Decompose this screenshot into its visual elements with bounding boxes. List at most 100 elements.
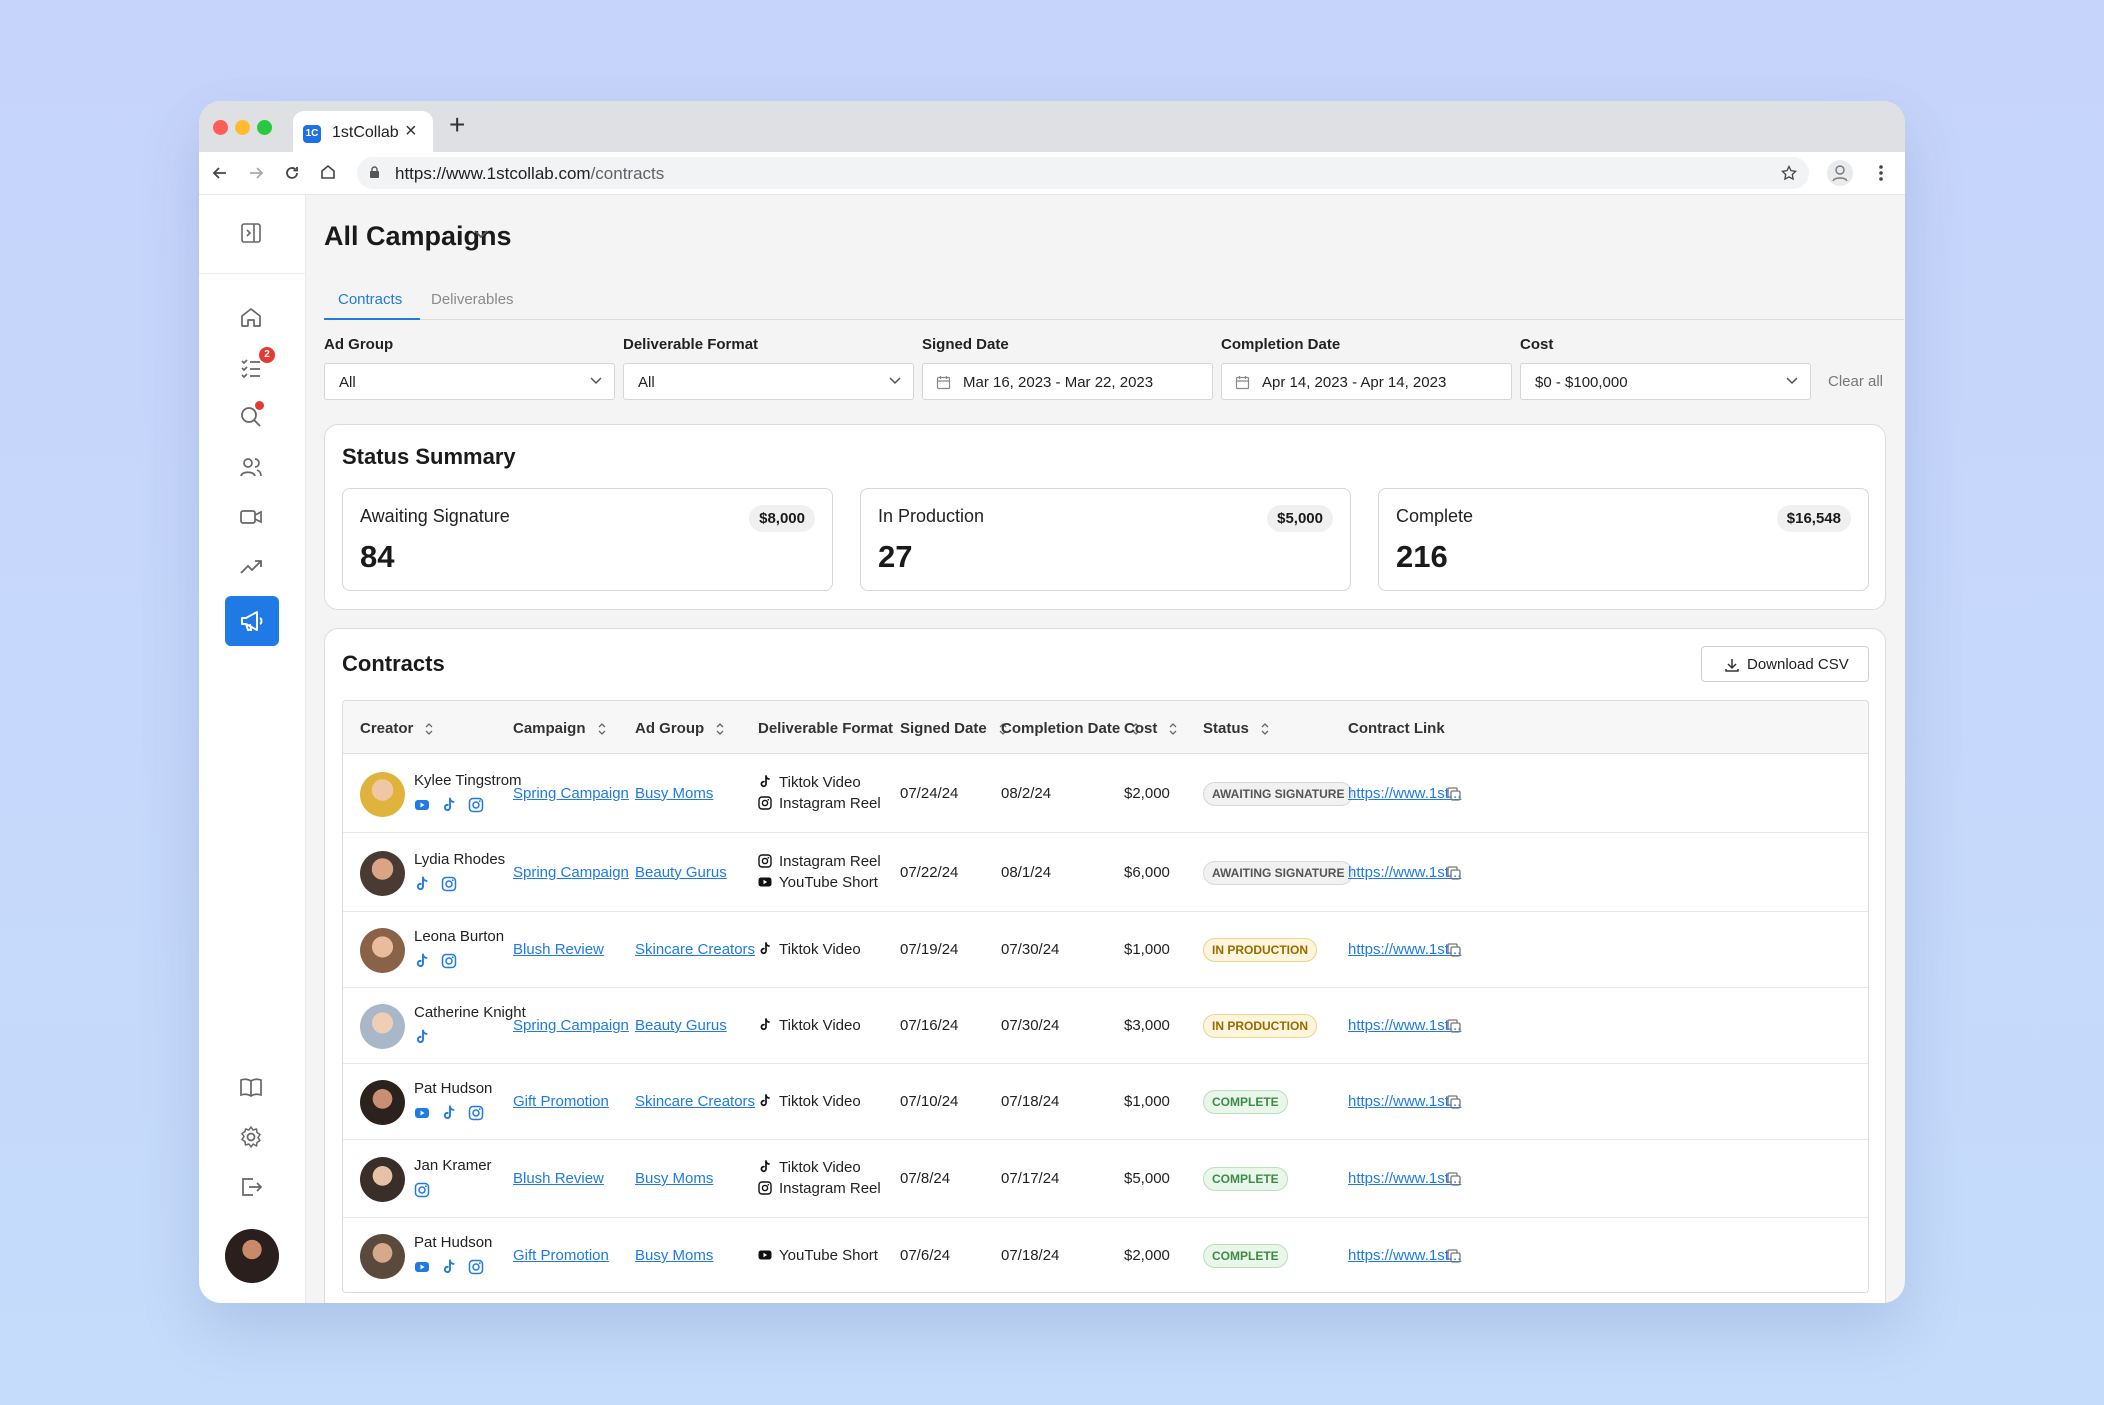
creator-name[interactable]: Lydia Rhodes [414,850,506,868]
ad-group-link[interactable]: Skincare Creators [635,941,756,958]
campaign-link[interactable]: Spring Campaign [513,784,629,802]
copy-icon[interactable] [1447,865,1461,880]
tab-close-icon[interactable]: × [405,120,417,142]
copy-icon[interactable] [1447,1172,1461,1186]
tiktok-icon[interactable] [441,1105,457,1121]
creator-avatar[interactable] [360,1004,405,1049]
campaign-link[interactable]: Gift Promotion [513,1093,609,1110]
creator-name[interactable]: Pat Hudson [414,1080,493,1097]
signed-date-picker[interactable]: Mar 16, 2023 - Mar 22, 2023 [922,363,1213,400]
tiktok-icon[interactable] [441,797,457,813]
youtube-icon[interactable] [414,1259,430,1275]
contract-link[interactable]: https://www.1st... [1348,1017,1462,1034]
column-header-campaign[interactable]: Campaign [513,720,606,737]
ad-group-link[interactable]: Busy Moms [635,1170,714,1187]
download-csv-button[interactable]: Download CSV [1701,646,1869,682]
creator-name[interactable]: Catherine Knight [414,1004,526,1021]
contract-link[interactable]: https://www.1st... [1348,1093,1462,1110]
stat-card-in-production[interactable]: In Production 27 $5,000 [860,488,1351,591]
clear-all-button[interactable]: Clear all [1828,373,1884,390]
creator-name[interactable]: Pat Hudson [414,1234,493,1251]
ad-group-link[interactable]: Busy Moms [635,1247,714,1264]
video-icon[interactable] [237,503,265,531]
ad-group-link[interactable]: Beauty Gurus [635,863,727,881]
contract-link[interactable]: https://www.1st... [1348,863,1462,881]
creator-avatar[interactable] [360,928,405,973]
user-avatar[interactable] [225,1229,279,1283]
bookmark-star-icon[interactable] [1781,165,1797,181]
collapse-sidebar-icon[interactable] [237,219,265,247]
copy-icon[interactable] [1447,1095,1461,1109]
copy-icon[interactable] [1447,1019,1461,1033]
tiktok-icon[interactable] [441,1259,457,1275]
contract-link[interactable]: https://www.1st... [1348,784,1462,802]
column-header-cost[interactable]: Cost [1124,720,1177,737]
creator-name[interactable]: Kylee Tingstrom [414,771,522,789]
instagram-icon[interactable] [468,1105,484,1121]
stat-card-awaiting-signature[interactable]: Awaiting Signature 84 $8,000 [342,488,833,591]
contract-link[interactable]: https://www.1st... [1348,1247,1462,1264]
column-header-signed-date[interactable]: Signed Date [900,720,1007,737]
ad-group-select[interactable]: All [324,363,615,400]
back-icon[interactable] [211,164,229,182]
creator-name[interactable]: Jan Kramer [414,1157,492,1174]
book-icon[interactable] [237,1073,265,1101]
tasks-icon[interactable] [237,353,265,381]
contract-link[interactable]: https://www.1st... [1348,941,1462,958]
copy-icon[interactable] [1447,943,1461,957]
creator-avatar[interactable] [360,1234,405,1279]
column-header-creator[interactable]: Creator [360,720,433,737]
home-icon[interactable] [237,303,265,331]
new-tab-icon[interactable]: + [449,109,466,140]
instagram-icon[interactable] [441,876,457,892]
deliverable-format-select[interactable]: All [623,363,914,400]
home-browser-icon[interactable] [319,163,337,181]
address-bar[interactable]: https://www.1stcollab.com/contracts [357,157,1809,189]
tab-deliverables[interactable]: Deliverables [431,291,514,308]
creator-avatar[interactable] [360,771,405,817]
creator-avatar[interactable] [360,1157,405,1202]
stat-card-complete[interactable]: Complete 216 $16,548 [1378,488,1869,591]
settings-icon[interactable] [237,1123,265,1151]
campaign-link[interactable]: Blush Review [513,941,604,958]
youtube-icon[interactable] [414,797,430,813]
minimize-window-dot[interactable] [235,120,250,135]
instagram-icon[interactable] [468,1259,484,1275]
creator-avatar[interactable] [360,850,405,896]
campaign-link[interactable]: Spring Campaign [513,863,629,881]
ad-group-link[interactable]: Skincare Creators [635,1093,756,1110]
copy-icon[interactable] [1447,1249,1461,1263]
campaign-link[interactable]: Blush Review [513,1170,604,1187]
more-menu-icon[interactable] [1878,164,1884,182]
contract-link[interactable]: https://www.1st... [1348,1170,1462,1187]
youtube-icon[interactable] [414,1105,430,1121]
tiktok-icon[interactable] [414,876,430,892]
campaign-dropdown-chevron-icon[interactable] [473,229,489,239]
logout-icon[interactable] [237,1173,265,1201]
column-header-ad-group[interactable]: Ad Group [635,720,724,737]
tiktok-icon[interactable] [414,1029,430,1045]
creator-avatar[interactable] [360,1080,405,1125]
search-icon[interactable] [237,403,265,431]
tab-contracts[interactable]: Contracts [338,291,403,308]
column-header-status[interactable]: Status [1203,720,1269,737]
creator-name[interactable]: Leona Burton [414,928,505,945]
tiktok-icon[interactable] [414,953,430,969]
profile-icon[interactable] [1827,160,1853,186]
campaign-link[interactable]: Gift Promotion [513,1247,609,1264]
completion-date-picker[interactable]: Apr 14, 2023 - Apr 14, 2023 [1221,363,1512,400]
ad-group-link[interactable]: Busy Moms [635,784,714,802]
instagram-icon[interactable] [468,797,484,813]
instagram-icon[interactable] [441,953,457,969]
reload-icon[interactable] [283,164,301,182]
maximize-window-dot[interactable] [257,120,272,135]
campaign-link[interactable]: Spring Campaign [513,1017,629,1034]
instagram-icon[interactable] [414,1182,430,1198]
trending-icon[interactable] [237,553,265,581]
browser-tab[interactable]: 1C 1stCollab × [293,111,433,152]
users-icon[interactable] [237,453,265,481]
close-window-dot[interactable] [213,120,228,135]
copy-icon[interactable] [1447,786,1461,801]
campaigns-nav-active[interactable] [225,596,279,646]
forward-icon[interactable] [247,164,265,182]
